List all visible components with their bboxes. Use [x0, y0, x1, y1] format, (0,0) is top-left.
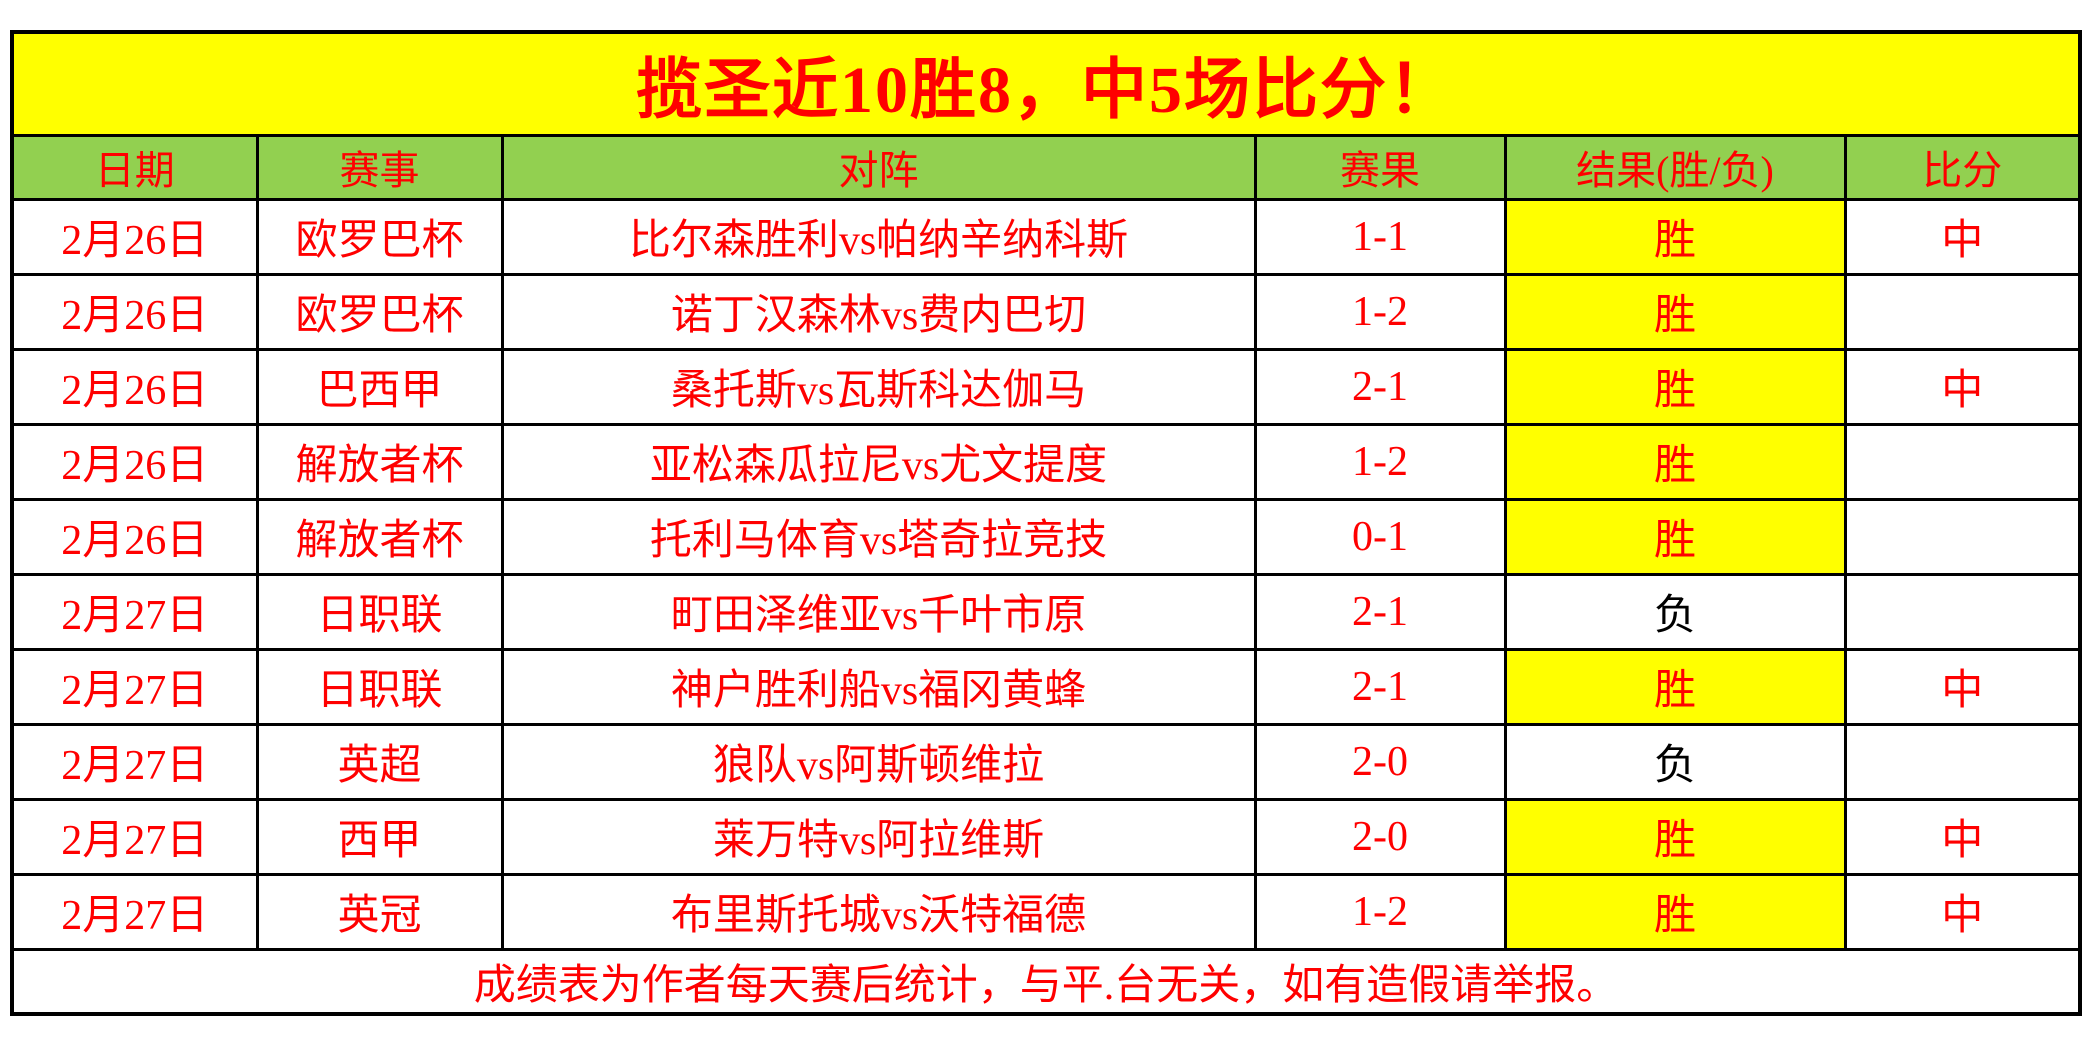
- matchup-cell: 桑托斯vs瓦斯科达伽马: [500, 347, 1257, 426]
- header-date: 日期: [10, 134, 259, 201]
- table-row: 2月26日 欧罗巴杯 比尔森胜利vs帕纳辛纳科斯 1-1 胜 中: [10, 197, 2082, 276]
- date-cell: 2月26日: [10, 272, 259, 351]
- result-cell: 负: [1503, 722, 1847, 801]
- table-row: 2月26日 巴西甲 桑托斯vs瓦斯科达伽马 2-1 胜 中: [10, 347, 2082, 426]
- table-row: 2月26日 解放者杯 托利马体育vs塔奇拉竞技 0-1 胜: [10, 497, 2082, 576]
- score-cell: 2-0: [1253, 722, 1507, 801]
- matchup-cell: 町田泽维亚vs千叶市原: [500, 572, 1257, 651]
- hit-cell: [1843, 272, 2082, 351]
- hit-cell: 中: [1843, 872, 2082, 952]
- league-cell: 英冠: [255, 872, 504, 952]
- result-cell: 胜: [1503, 497, 1847, 576]
- header-score: 赛果: [1253, 134, 1507, 201]
- header-result: 结果(胜/负): [1503, 134, 1847, 201]
- score-cell: 2-1: [1253, 647, 1507, 726]
- hit-cell: 中: [1843, 647, 2082, 726]
- score-cell: 2-1: [1253, 572, 1507, 651]
- league-cell: 解放者杯: [255, 497, 504, 576]
- score-cell: 0-1: [1253, 497, 1507, 576]
- result-cell: 胜: [1503, 197, 1847, 276]
- result-cell: 胜: [1503, 647, 1847, 726]
- table-row: 2月26日 欧罗巴杯 诺丁汉森林vs费内巴切 1-2 胜: [10, 272, 2082, 351]
- header-matchup: 对阵: [500, 134, 1257, 201]
- league-cell: 日职联: [255, 647, 504, 726]
- result-cell: 胜: [1503, 872, 1847, 952]
- table-row: 2月27日 日职联 町田泽维亚vs千叶市原 2-1 负: [10, 572, 2082, 651]
- footer-note: 成绩表为作者每天赛后统计，与平.台无关，如有造假请举报。: [10, 948, 2082, 1016]
- result-cell: 胜: [1503, 347, 1847, 426]
- matchup-cell: 莱万特vs阿拉维斯: [500, 797, 1257, 876]
- hit-cell: [1843, 497, 2082, 576]
- result-cell: 胜: [1503, 797, 1847, 876]
- matchup-cell: 神户胜利船vs福冈黄蜂: [500, 647, 1257, 726]
- table-row: 2月26日 解放者杯 亚松森瓜拉尼vs尤文提度 1-2 胜: [10, 422, 2082, 501]
- hit-cell: 中: [1843, 797, 2082, 876]
- matchup-cell: 亚松森瓜拉尼vs尤文提度: [500, 422, 1257, 501]
- league-cell: 日职联: [255, 572, 504, 651]
- score-cell: 1-1: [1253, 197, 1507, 276]
- footer-row: 成绩表为作者每天赛后统计，与平.台无关，如有造假请举报。: [10, 948, 2082, 1016]
- league-cell: 解放者杯: [255, 422, 504, 501]
- table-row: 2月27日 英冠 布里斯托城vs沃特福德 1-2 胜 中: [10, 872, 2082, 952]
- date-cell: 2月26日: [10, 422, 259, 501]
- header-league: 赛事: [255, 134, 504, 201]
- hit-cell: 中: [1843, 197, 2082, 276]
- league-cell: 欧罗巴杯: [255, 272, 504, 351]
- score-cell: 2-0: [1253, 797, 1507, 876]
- date-cell: 2月26日: [10, 497, 259, 576]
- date-cell: 2月27日: [10, 647, 259, 726]
- matchup-cell: 诺丁汉森林vs费内巴切: [500, 272, 1257, 351]
- date-cell: 2月27日: [10, 872, 259, 952]
- result-cell: 胜: [1503, 272, 1847, 351]
- score-cell: 1-2: [1253, 872, 1507, 952]
- score-cell: 1-2: [1253, 272, 1507, 351]
- date-cell: 2月27日: [10, 797, 259, 876]
- hit-cell: 中: [1843, 347, 2082, 426]
- matchup-cell: 狼队vs阿斯顿维拉: [500, 722, 1257, 801]
- hit-cell: [1843, 572, 2082, 651]
- header-hit: 比分: [1843, 134, 2082, 201]
- date-cell: 2月26日: [10, 347, 259, 426]
- score-cell: 2-1: [1253, 347, 1507, 426]
- page-title: 揽圣近10胜8，中5场比分！: [10, 30, 2082, 138]
- title-row: 揽圣近10胜8，中5场比分！: [10, 30, 2082, 138]
- matchup-cell: 比尔森胜利vs帕纳辛纳科斯: [500, 197, 1257, 276]
- hit-cell: [1843, 722, 2082, 801]
- results-sheet: 揽圣近10胜8，中5场比分！ 日期 赛事 对阵 赛果 结果(胜/负) 比分 2月…: [10, 30, 2083, 1016]
- matchup-cell: 布里斯托城vs沃特福德: [500, 872, 1257, 952]
- table-row: 2月27日 英超 狼队vs阿斯顿维拉 2-0 负: [10, 722, 2082, 801]
- date-cell: 2月27日: [10, 572, 259, 651]
- matchup-cell: 托利马体育vs塔奇拉竞技: [500, 497, 1257, 576]
- date-cell: 2月27日: [10, 722, 259, 801]
- league-cell: 西甲: [255, 797, 504, 876]
- league-cell: 英超: [255, 722, 504, 801]
- table-row: 2月27日 日职联 神户胜利船vs福冈黄蜂 2-1 胜 中: [10, 647, 2082, 726]
- header-row: 日期 赛事 对阵 赛果 结果(胜/负) 比分: [10, 134, 2082, 201]
- result-cell: 胜: [1503, 422, 1847, 501]
- score-cell: 1-2: [1253, 422, 1507, 501]
- table-row: 2月27日 西甲 莱万特vs阿拉维斯 2-0 胜 中: [10, 797, 2082, 876]
- hit-cell: [1843, 422, 2082, 501]
- league-cell: 欧罗巴杯: [255, 197, 504, 276]
- date-cell: 2月26日: [10, 197, 259, 276]
- league-cell: 巴西甲: [255, 347, 504, 426]
- results-table: 揽圣近10胜8，中5场比分！ 日期 赛事 对阵 赛果 结果(胜/负) 比分 2月…: [10, 30, 2083, 1016]
- result-cell: 负: [1503, 572, 1847, 651]
